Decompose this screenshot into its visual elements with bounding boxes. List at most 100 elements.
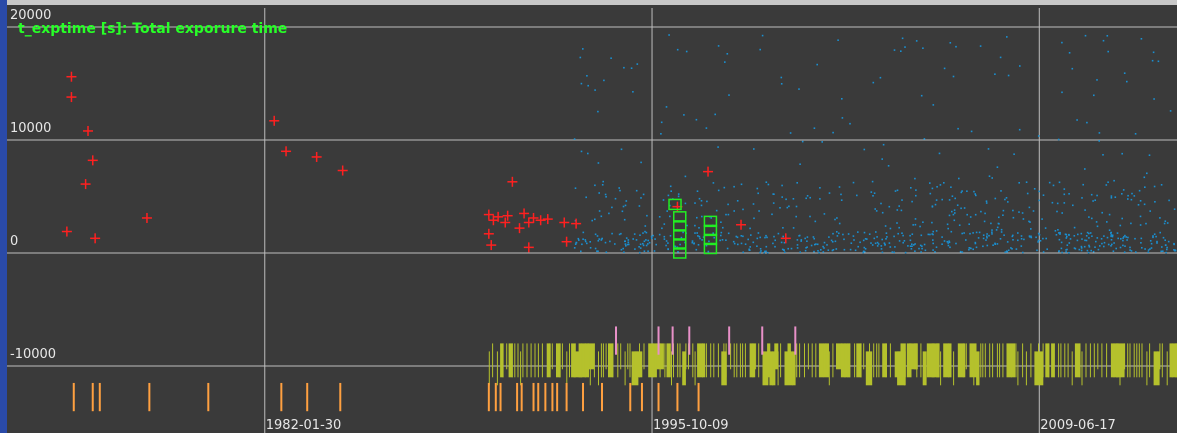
blue-dot xyxy=(774,239,776,242)
olive-tick xyxy=(980,343,982,378)
blue-dot xyxy=(602,180,604,183)
blue-dot xyxy=(968,223,970,225)
blue-dot xyxy=(622,205,625,208)
blue-dot xyxy=(726,53,729,55)
blue-dot xyxy=(580,250,582,253)
blue-dot xyxy=(1159,231,1161,234)
blue-dot xyxy=(1162,250,1164,252)
olive-tick xyxy=(943,343,952,378)
blue-dot xyxy=(1143,203,1146,206)
blue-dot xyxy=(852,235,855,237)
blue-dot xyxy=(1066,248,1068,251)
blue-dot xyxy=(677,251,679,253)
blue-dot xyxy=(1056,210,1058,213)
olive-tick xyxy=(639,343,640,378)
blue-dot xyxy=(1012,239,1014,241)
olive-tick xyxy=(1048,343,1050,378)
blue-dot xyxy=(1150,247,1153,249)
blue-dot xyxy=(691,241,694,244)
blue-dot xyxy=(947,242,949,244)
blue-dot xyxy=(1119,246,1122,249)
blue-dot xyxy=(1156,240,1158,243)
x-tick-label: 1982-01-30 xyxy=(266,418,342,433)
blue-dot xyxy=(1012,209,1014,212)
olive-tick xyxy=(774,343,779,370)
olive-tick xyxy=(1060,343,1062,378)
blue-dot xyxy=(585,196,587,199)
olive-tick xyxy=(1106,343,1108,378)
olive-tick xyxy=(1002,343,1004,378)
blue-dot xyxy=(1153,233,1156,235)
blue-dot xyxy=(1033,188,1036,190)
blue-dot xyxy=(1068,193,1070,195)
blue-dot xyxy=(923,243,926,246)
red-cross-point xyxy=(87,155,98,166)
window-left-edge xyxy=(0,0,7,433)
blue-dot xyxy=(632,91,634,93)
blue-dot xyxy=(660,121,663,124)
blue-dot xyxy=(584,240,587,243)
blue-dot xyxy=(1048,181,1051,184)
blue-dot xyxy=(636,63,639,65)
blue-dot xyxy=(1042,194,1045,196)
olive-tick xyxy=(1064,343,1066,378)
blue-dot xyxy=(863,231,866,234)
olive-tick xyxy=(828,351,830,386)
blue-dot xyxy=(691,240,694,242)
olive-tick xyxy=(593,343,595,378)
olive-tick xyxy=(913,343,918,370)
olive-tick xyxy=(1101,343,1103,378)
blue-dot xyxy=(958,224,961,226)
blue-dot xyxy=(1038,234,1041,236)
blue-dot xyxy=(919,244,922,247)
blue-dot xyxy=(1057,138,1060,141)
olive-tick xyxy=(682,351,686,386)
blue-dot xyxy=(642,193,645,196)
olive-tick xyxy=(780,343,782,378)
blue-dot xyxy=(914,177,916,180)
blue-dot xyxy=(581,243,583,246)
blue-dot xyxy=(934,251,936,253)
blue-dot xyxy=(968,248,970,251)
blue-dot xyxy=(735,235,738,238)
blue-dot xyxy=(955,45,957,48)
blue-dot xyxy=(804,237,806,240)
blue-dot-cloud xyxy=(573,34,1177,254)
blue-dot xyxy=(975,246,978,249)
blue-dot xyxy=(987,148,990,150)
blue-dot xyxy=(1081,238,1083,240)
blue-dot xyxy=(934,203,937,206)
blue-dot xyxy=(589,247,592,249)
blue-dot xyxy=(683,114,685,116)
blue-dot xyxy=(783,241,786,244)
olive-tick xyxy=(514,343,516,378)
blue-dot xyxy=(946,223,949,226)
olive-tick xyxy=(517,343,519,378)
blue-dot xyxy=(843,238,845,241)
blue-dot xyxy=(1002,209,1005,212)
blue-dot xyxy=(834,218,836,221)
blue-dot xyxy=(642,242,644,245)
blue-dot xyxy=(712,232,714,234)
blue-dot xyxy=(701,239,703,241)
blue-dot xyxy=(1107,243,1110,246)
blue-dot xyxy=(911,233,914,235)
blue-dot xyxy=(799,251,801,253)
blue-dot xyxy=(1018,128,1021,131)
olive-tick xyxy=(717,343,719,378)
blue-dot xyxy=(596,250,598,252)
blue-dot xyxy=(604,193,607,196)
blue-dot xyxy=(1017,232,1019,234)
blue-dot xyxy=(640,161,642,164)
olive-tick xyxy=(1124,343,1126,370)
blue-dot xyxy=(914,250,916,252)
blue-dot xyxy=(972,248,974,251)
blue-dot xyxy=(876,241,879,244)
olive-tick xyxy=(1093,343,1095,378)
blue-dot xyxy=(994,73,996,75)
blue-dot xyxy=(1127,198,1129,200)
olive-tick xyxy=(903,351,905,386)
blue-dot xyxy=(1120,238,1122,240)
blue-dot xyxy=(932,242,934,245)
